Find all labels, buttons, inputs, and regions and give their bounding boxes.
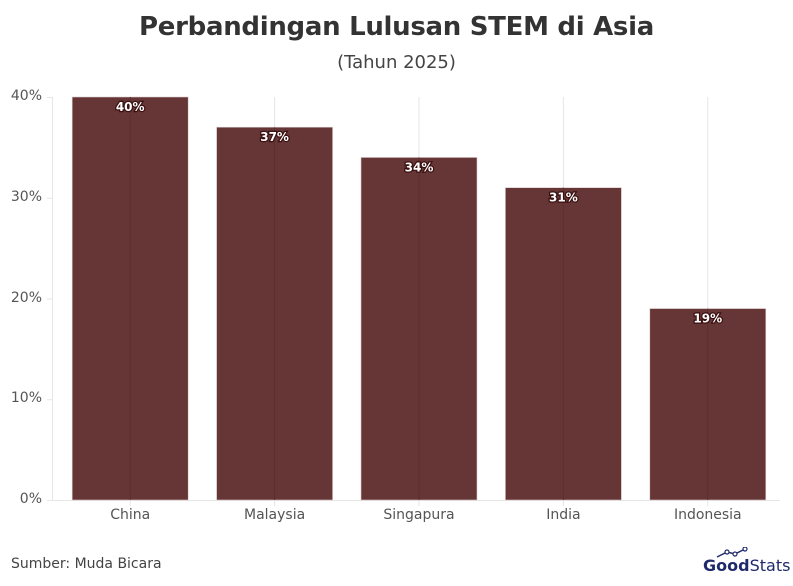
- logo-stats: Stats: [749, 556, 791, 575]
- bar-value-label: 37%: [260, 130, 289, 144]
- bar-value-label: 19%: [693, 312, 722, 326]
- chart-title: Perbandingan Lulusan STEM di Asia: [139, 12, 654, 42]
- chart-subtitle: (Tahun 2025): [337, 52, 456, 73]
- y-tick-label: 0%: [19, 491, 42, 507]
- bar-value-label: 34%: [405, 160, 434, 174]
- x-tick-label: Singapura: [383, 507, 455, 523]
- source-note: Sumber: Muda Bicara: [11, 556, 162, 572]
- x-tick-label: Indonesia: [673, 507, 742, 523]
- y-tick-label: 30%: [10, 188, 42, 205]
- bar-value-label: 31%: [549, 191, 578, 205]
- y-tick-label: 20%: [10, 289, 42, 306]
- goodstats-logo: GoodStats: [703, 547, 791, 575]
- y-tick-label: 40%: [10, 88, 42, 104]
- trend-line-icon: [716, 547, 748, 558]
- x-tick-label: Malaysia: [244, 507, 306, 523]
- y-tick-label: 10%: [10, 390, 42, 407]
- logo-good: Good: [703, 556, 750, 575]
- x-tick-label: India: [546, 507, 581, 523]
- x-tick-label: China: [110, 507, 151, 523]
- bar-value-label: 40%: [116, 100, 145, 114]
